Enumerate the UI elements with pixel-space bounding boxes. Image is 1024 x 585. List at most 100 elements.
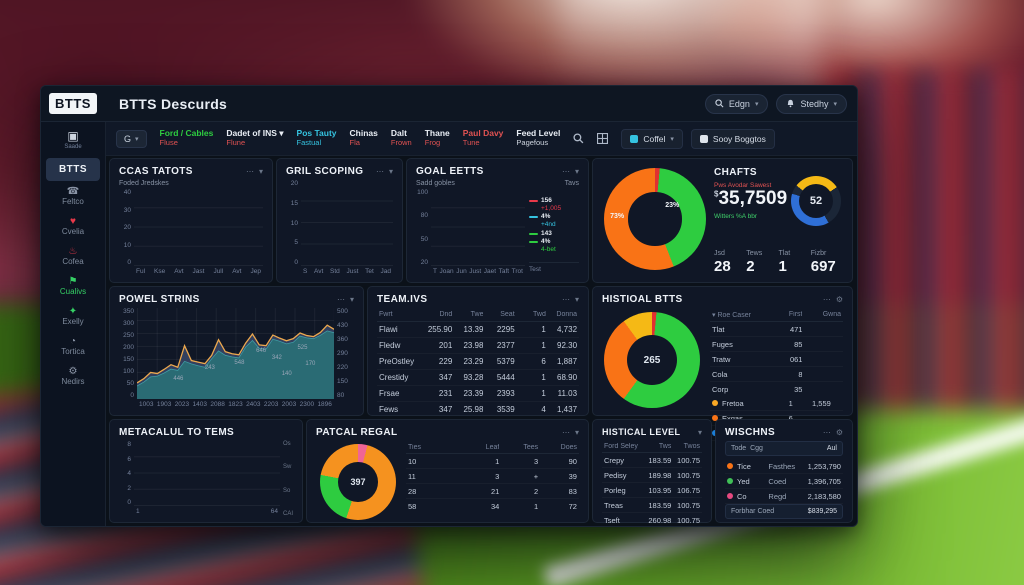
x-tick: 1003 (139, 401, 154, 408)
legend-entry[interactable]: 4% +4nd (529, 213, 579, 229)
legend-entry[interactable]: 143 (529, 230, 579, 238)
sidebar-items: BTTS ☎ Feltco ♥ Cvelia ♨ Cofea ⚑ Cualivs ✦ Exelly ◔… (46, 157, 100, 392)
y-axis: 20 15 10 5 0 (286, 180, 301, 266)
panel-menu-icon[interactable]: ⋯ (245, 167, 254, 176)
panel-menu-icon[interactable]: ⋯ (561, 295, 570, 304)
sidebar-item-feltco[interactable]: ☎ Feltco (46, 182, 100, 211)
btts-ratio-donut[interactable]: 73% 23% (604, 168, 706, 270)
league-dropdown[interactable]: G ▾ (116, 129, 147, 148)
table-row[interactable]: Treas 183.59 100.75 (602, 498, 702, 513)
panel-collapse-icon[interactable]: ▾ (574, 428, 579, 437)
right-axis-label: So (282, 487, 291, 494)
filter-item[interactable]: Thane Frog (425, 129, 450, 147)
sidebar-item-exelly[interactable]: ✦ Exelly (46, 302, 100, 331)
panel-menu-icon[interactable]: ⋯ (561, 428, 570, 437)
sidebar-item-nedirs[interactable]: ⚙ Nedirs (46, 362, 100, 391)
toggle-sooy-boggtos[interactable]: Sooy Boggtos (690, 128, 775, 149)
kpi-stats-row: Jsd 28 Tews 2 Tlat 1 Fizbr 697 (714, 250, 843, 277)
goal-stats-bar-chart[interactable]: 40 30 20 10 0 Ful Kse Avt Jast Jull Avt Jep (119, 189, 263, 277)
table-row[interactable]: Crestidy 347 93.28 5444 1 68.90 (377, 370, 579, 386)
filter-item[interactable]: Feed Level Pagefous (516, 129, 560, 147)
metacalul-stacked-bar-chart[interactable]: 8 6 4 2 0 1 64 (119, 441, 280, 517)
panel-settings-icon[interactable]: ⚙ (835, 428, 843, 437)
power-strings-area-chart[interactable]: 350 300 250 200 150 100 50 0 446 243 548 646 342 140 5… (119, 308, 354, 410)
list-item[interactable]: Tice Fasthes 1,253,790 (725, 459, 843, 474)
search-button[interactable]: Edgn ▾ (704, 93, 769, 114)
panel-menu-icon[interactable]: ⋯ (375, 167, 384, 176)
panel-menu-icon[interactable]: ⋯ (561, 167, 570, 176)
table-row[interactable]: Fuges 85 (710, 337, 843, 352)
sidebar-home[interactable]: ▣ Saade (64, 129, 81, 150)
table-row[interactable]: 11 3 +39 (406, 469, 579, 484)
panel-menu-icon[interactable]: ⋯ (336, 295, 345, 304)
table-row[interactable]: Tratw 061 (710, 352, 843, 367)
panel-collapse-icon[interactable]: ▾ (697, 427, 702, 437)
list-item[interactable]: Yed Coed 1,396,705 (725, 474, 843, 489)
table-row[interactable]: Porleg 103.95 106.75 (602, 483, 702, 498)
table-row[interactable]: 58 34 1 72 (406, 499, 579, 513)
historical-btts-table: ▾ Roe Caser First Gwna Tlat 471 Fuges 85 Tratw 0… (710, 308, 843, 396)
filter-item[interactable]: Paul Davy Tune (463, 129, 504, 147)
goal-btts-bar-chart[interactable]: 100 80 50 20 T Joan Jun Just Jaet Taft Trot (416, 189, 525, 277)
list-item[interactable]: Fretoa 1 1,559 (710, 396, 843, 411)
panel-collapse-icon[interactable]: ▾ (574, 167, 579, 176)
table-row[interactable]: Crepy 183.59 100.75 (602, 453, 702, 468)
legend-dash (529, 216, 538, 219)
search-icon (715, 99, 724, 108)
filter-item[interactable]: Dalt Frown (391, 129, 412, 147)
grid-view-icon[interactable] (597, 133, 609, 144)
column-header: ▾ Roe Caser (712, 311, 751, 319)
table-row[interactable]: Tlat 471 (710, 322, 843, 337)
table-row[interactable]: Fledw 201 23.98 2377 1 92.30 (377, 338, 579, 354)
kpi-stat: Tews 2 (746, 250, 778, 275)
toggle-coffel[interactable]: Coffel ▾ (621, 128, 683, 149)
table-row[interactable]: Tseft 260.98 100.75 (602, 513, 702, 526)
table-row[interactable]: Cola 8 (710, 367, 843, 382)
panel-goal-btts: GOAL EETTS ⋯ ▾ Sadd gobles Tavs 100 80 50 20… (406, 158, 589, 283)
panel-menu-icon[interactable]: ⋯ (822, 428, 831, 437)
sidebar-item-cualivs[interactable]: ⚑ Cualivs (46, 272, 100, 301)
table-cell: 4 (541, 405, 546, 414)
table-row[interactable]: Flawi 255.90 13.39 2295 1 4,732 (377, 322, 579, 338)
table-row[interactable]: PreOstley 229 23.29 5379 6 1,887 (377, 354, 579, 370)
historical-btts-donut[interactable]: 265 (604, 312, 700, 408)
legend-entry[interactable]: 4% 4-bet (529, 238, 579, 254)
legend-entry[interactable]: 156 +1,005 (529, 197, 579, 213)
sidebar-item-cvelia[interactable]: ♥ Cvelia (46, 212, 100, 241)
legend-line-2: +4nd (541, 221, 556, 229)
table-row[interactable]: 28 21 2 83 (406, 484, 579, 499)
table-cell: Fuges (712, 339, 733, 349)
panel-wischns: WISCHNS ⋯ ⚙ Tode Cgg Aul Tice Fasthes 1,253… (715, 419, 853, 523)
alerts-button[interactable]: Stedhy ▾ (776, 93, 847, 114)
filter-item[interactable]: Ford / Cables Fluse (160, 129, 214, 147)
row-desc: Fasthes (768, 461, 796, 471)
panel-collapse-icon[interactable]: ▾ (258, 167, 263, 176)
score-gauge[interactable]: 52 (791, 176, 841, 226)
goal-scoring-bar-chart[interactable]: 20 15 10 5 0 S Avt Std Just Tet Jad (286, 180, 393, 277)
list-item[interactable]: Exgas 6 (710, 411, 843, 426)
legend-line-1: 156 (541, 197, 552, 204)
sidebar-item-cofea[interactable]: ♨ Cofea (46, 242, 100, 271)
sidebar-item-btts[interactable]: BTTS (46, 158, 100, 181)
panel-collapse-icon[interactable]: ▾ (574, 295, 579, 304)
filter-item[interactable]: Pos Tauty Fastual (297, 129, 337, 147)
table-row[interactable]: Pedisy 189.98 100.75 (602, 468, 702, 483)
table-row[interactable]: Fews 347 25.98 3539 4 1,437 (377, 402, 579, 417)
panel-settings-icon[interactable]: ⚙ (835, 295, 843, 304)
sidebar-item-tortica[interactable]: ◔ Tortica (46, 332, 100, 361)
x-tick: 2300 (299, 401, 315, 408)
table-row[interactable]: Frsae 231 23.39 2393 1 11.03 (377, 386, 579, 402)
filter-item[interactable]: Chinas Fla (350, 129, 378, 147)
search-icon[interactable] (573, 133, 584, 144)
filter-item-sub: Tune (462, 138, 480, 148)
list-item[interactable]: Co Regd 2,183,580 (725, 489, 843, 504)
panel-collapse-icon[interactable]: ▾ (349, 295, 354, 304)
table-row[interactable]: Corp 35 (710, 382, 843, 396)
table-row[interactable]: 10 1 3 90 (406, 454, 579, 469)
patcal-donut[interactable]: 397 (320, 444, 396, 520)
panel-menu-icon[interactable]: ⋯ (822, 295, 831, 304)
filter-item[interactable]: Dadet of INS ▾ Flune (226, 129, 283, 147)
y-tick: 350 (123, 308, 134, 315)
panel-collapse-icon[interactable]: ▾ (388, 167, 393, 176)
panel-title: PATCAL REGAL (316, 427, 398, 438)
